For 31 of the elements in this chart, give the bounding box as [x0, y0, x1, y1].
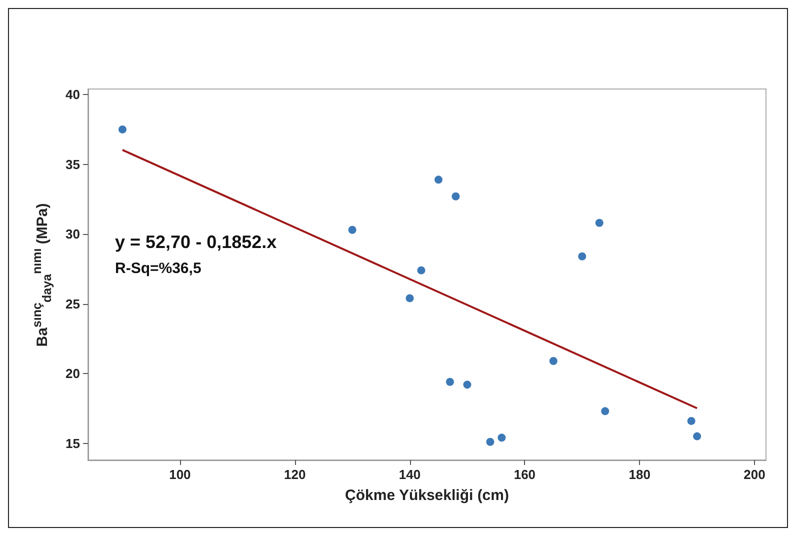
point — [118, 125, 126, 134]
x-tick-label: 120 — [284, 467, 306, 482]
x-tick-label: 100 — [169, 467, 191, 482]
point — [417, 266, 426, 274]
point — [486, 438, 494, 446]
y-tick-label: 35 — [66, 156, 80, 172]
point — [595, 218, 604, 227]
point — [463, 380, 472, 389]
point — [434, 176, 442, 184]
y-tick-label: 20 — [66, 366, 80, 382]
y-tick-label: 30 — [66, 226, 80, 242]
annotation: R-Sq=%36,5 — [115, 260, 202, 277]
point — [693, 432, 702, 440]
annotation: y = 52,70 - 0,1852.x — [115, 232, 277, 252]
point — [348, 226, 356, 234]
point — [687, 416, 696, 425]
point — [549, 356, 558, 365]
x-tick-label: 200 — [744, 467, 766, 482]
y-tick-label: 15 — [66, 436, 80, 451]
point — [452, 192, 460, 200]
y-tick-label: 25 — [66, 296, 80, 312]
point — [406, 294, 414, 302]
point — [446, 378, 454, 386]
y-tick-label: 40 — [66, 87, 80, 102]
point — [498, 434, 506, 442]
x-tick-label: 140 — [398, 467, 421, 482]
x-tick-label: 180 — [628, 467, 650, 482]
point — [601, 407, 610, 416]
point — [578, 252, 586, 260]
x-axis-title: Çökme Yüksekliği (cm) — [345, 487, 509, 504]
x-tick-label: 160 — [514, 467, 536, 482]
